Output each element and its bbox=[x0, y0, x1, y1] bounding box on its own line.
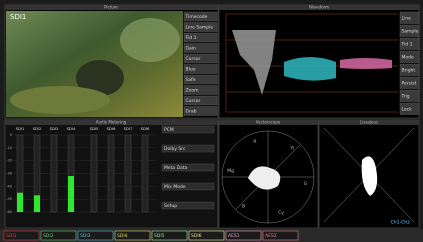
panel-title: Lissajous bbox=[360, 120, 378, 125]
channel-label: SDI3 bbox=[50, 126, 59, 131]
meter-track bbox=[51, 135, 57, 212]
meter-scale-label: -50 bbox=[6, 197, 12, 201]
lissajous-label: Ch1-Ch2 bbox=[391, 220, 410, 226]
input-tab-label: SDI5 bbox=[154, 233, 165, 239]
input-tab-label: SDI2 bbox=[43, 233, 54, 239]
input-tab-label: SDI3 bbox=[80, 233, 91, 239]
video-picture bbox=[10, 86, 110, 114]
input-tab-label: SDI1 bbox=[6, 233, 17, 239]
waveform-trace bbox=[340, 58, 392, 69]
channel-label: SDI5 bbox=[90, 126, 99, 131]
meter-scale-label: -20 bbox=[6, 159, 12, 163]
audio-option-label: PCM bbox=[164, 127, 174, 133]
waveform-trace bbox=[284, 57, 336, 81]
vector-target: Cy bbox=[278, 210, 284, 216]
monitor-screen: Picture Waveform Audio Metering Vectorsc… bbox=[0, 0, 423, 242]
panel-title: Vectorscope bbox=[256, 120, 281, 125]
menu-label: Fld 1 bbox=[186, 35, 197, 41]
audio-option-label: Setup bbox=[164, 203, 177, 209]
menu-label: Bright bbox=[402, 67, 416, 73]
vector-target: Yl bbox=[289, 145, 294, 151]
meter-track bbox=[91, 135, 97, 212]
input-tab-label: AES1 bbox=[228, 233, 240, 239]
audio-option-label: Mix Mode bbox=[164, 184, 186, 190]
video-picture bbox=[120, 18, 180, 62]
menu-label: Line Sample bbox=[186, 25, 214, 31]
panel-title: Waveform bbox=[309, 5, 329, 10]
meter-track bbox=[142, 135, 148, 212]
meter-scale-label: -10 bbox=[6, 146, 12, 150]
input-tab-label: SDI4 bbox=[117, 233, 128, 239]
menu-label: Grab bbox=[186, 109, 197, 115]
meter-bar bbox=[34, 195, 40, 212]
channel-label: SDI1 bbox=[16, 126, 25, 131]
channel-label: SDI6 bbox=[107, 126, 116, 131]
menu-label: Mode bbox=[402, 54, 414, 60]
menu-label: Zoom bbox=[186, 88, 199, 94]
menu-label: Trig bbox=[401, 93, 410, 99]
vector-target: R bbox=[253, 139, 256, 145]
channel-label: SDI8 bbox=[141, 126, 150, 131]
menu-label: Line bbox=[402, 15, 412, 21]
menu-label: Cursor bbox=[186, 56, 201, 62]
meter-bar bbox=[68, 176, 74, 212]
menu-label: Persist bbox=[402, 80, 417, 86]
meter-scale-label: -60 bbox=[6, 210, 12, 214]
menu-label: Blue bbox=[186, 67, 196, 73]
menu-label: Gain bbox=[186, 46, 196, 52]
panel-title: Audio Metering bbox=[96, 120, 127, 125]
menu-label: Safe bbox=[186, 77, 196, 83]
meter-scale-label: -40 bbox=[6, 184, 12, 188]
input-tab-label: SDI6 bbox=[191, 233, 202, 239]
vector-target: B bbox=[242, 204, 245, 210]
meter-scale-label: 0 bbox=[10, 133, 12, 137]
audio-option-label: Dolby Src bbox=[164, 146, 186, 152]
meter-track bbox=[108, 135, 114, 212]
audio-option-label: Meta Data bbox=[164, 165, 188, 171]
channel-label: SDI7 bbox=[124, 126, 133, 131]
menu-label: Sample bbox=[402, 28, 419, 34]
channel-label: SDI2 bbox=[33, 126, 42, 131]
menu-label: Timecode bbox=[185, 14, 208, 20]
menu-label: Cursor bbox=[186, 98, 201, 104]
vector-target: G bbox=[304, 181, 308, 187]
vector-target: Mg bbox=[227, 168, 234, 174]
meter-scale-label: -30 bbox=[6, 172, 12, 176]
meter-bar bbox=[17, 193, 23, 212]
panel-title: Picture bbox=[104, 5, 118, 10]
menu-label: Lock bbox=[402, 106, 413, 112]
meter-track bbox=[125, 135, 131, 212]
source-label: SDI1 bbox=[10, 13, 26, 21]
input-tab-label: AES2 bbox=[265, 233, 277, 239]
channel-label: SDI4 bbox=[67, 126, 76, 131]
menu-label: Fld 1 bbox=[402, 41, 413, 47]
